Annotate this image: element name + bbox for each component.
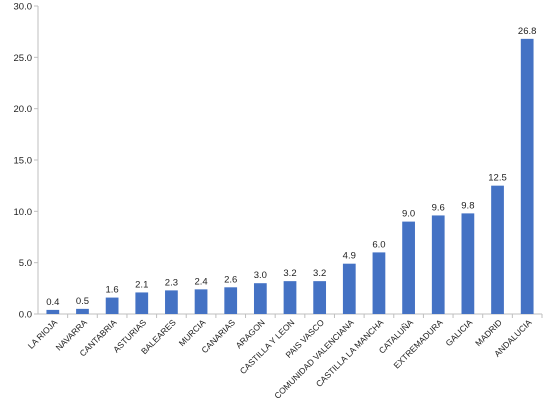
bar	[342, 263, 356, 314]
x-tick-label: GALICIA	[444, 317, 475, 348]
value-labels: 0.4 0.5 1.6 2.1 2.3 2.4 2.6 3.0 3.2 3.2 4.9 6.0 9.0 9…	[46, 26, 536, 308]
y-tick-label: 10.0	[14, 207, 33, 218]
y-tick-label: 20.0	[14, 104, 33, 115]
bar-value-label: 2.3	[165, 277, 178, 288]
bar-value-label: 3.0	[254, 270, 267, 281]
bar	[253, 283, 267, 314]
bar-value-label: 1.6	[106, 285, 119, 296]
bar	[105, 297, 119, 314]
bar	[224, 287, 238, 314]
bar	[520, 38, 534, 314]
bar-value-label: 2.6	[224, 274, 237, 285]
bar-value-label: 3.2	[283, 268, 296, 279]
bar-value-label: 2.1	[135, 279, 148, 290]
bar	[313, 281, 327, 314]
bar-value-label: 4.9	[343, 251, 356, 262]
bar-value-label: 12.5	[488, 173, 507, 184]
x-tick-label: CASTILLA Y LEON	[238, 317, 297, 376]
bar	[461, 213, 475, 314]
y-tick-label: 0.0	[19, 310, 32, 321]
bar-value-label: 9.8	[461, 200, 474, 211]
x-axis: LA RIOJANAVARRACANTABRIAASTURIASBALEARES…	[26, 313, 543, 401]
y-tick-label: 15.0	[14, 156, 33, 167]
bar	[135, 292, 149, 314]
bar	[491, 185, 504, 314]
y-tick-label: 30.0	[14, 2, 33, 13]
y-axis: 0.0 5.0 10.0 15.0 20.0 25.0 30.0	[14, 2, 39, 321]
bar	[194, 289, 208, 314]
bar-value-label: 2.4	[194, 276, 207, 287]
bar	[46, 309, 60, 314]
bar-value-label: 9.6	[432, 202, 445, 213]
bar-value-label: 6.0	[372, 239, 385, 250]
bar	[165, 290, 178, 314]
bar-value-label: 26.8	[518, 26, 537, 37]
bar	[402, 221, 415, 314]
bar-value-label: 0.4	[46, 297, 59, 308]
y-tick-label: 25.0	[14, 53, 33, 64]
bar	[372, 252, 386, 314]
bar-value-label: 3.2	[313, 268, 326, 279]
y-tick-label: 5.0	[19, 258, 32, 269]
bar-value-label: 0.5	[76, 296, 89, 307]
bars	[46, 38, 534, 314]
bar	[431, 215, 445, 314]
bar	[283, 281, 297, 314]
bar	[76, 308, 89, 314]
bar-value-label: 9.0	[402, 209, 415, 220]
